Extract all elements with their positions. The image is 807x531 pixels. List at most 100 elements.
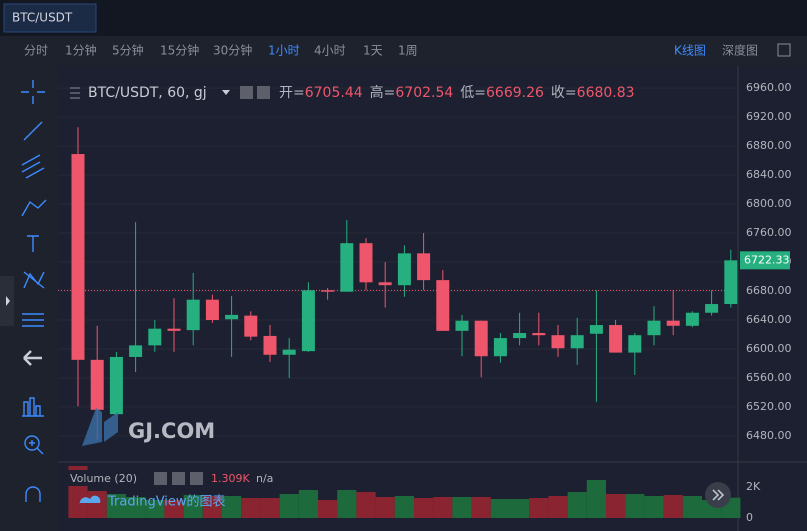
measure-icon[interactable]	[22, 397, 44, 417]
interval[interactable]: 1小时	[268, 44, 300, 58]
volume-bar	[433, 496, 453, 518]
channel-icon[interactable]	[21, 154, 45, 179]
volume-bar	[183, 494, 203, 518]
y-tick-label: 0	[746, 511, 753, 524]
interval[interactable]: 1周	[398, 44, 418, 58]
pattern-icon[interactable]	[23, 271, 45, 289]
fullscreen-icon[interactable]	[777, 43, 791, 57]
candle-body	[589, 325, 603, 334]
magnet-icon[interactable]	[25, 486, 41, 502]
ohlc-value: 6680.83	[577, 85, 635, 101]
legend-eye[interactable]	[240, 86, 253, 99]
candle-body	[282, 349, 296, 355]
crosshair-icon[interactable]	[21, 80, 45, 104]
y-tick-label: 6880.00	[746, 139, 792, 152]
y-tick-label: 6520.00	[746, 400, 792, 413]
view-tab[interactable]: K线图	[674, 44, 706, 58]
candle-body	[474, 320, 488, 357]
volume-bar	[682, 496, 702, 518]
volume-bar	[260, 498, 280, 518]
y-tick-label: 6960.00	[746, 81, 792, 94]
ohlc-label: 低=	[460, 85, 486, 101]
fib-icon[interactable]	[22, 313, 44, 327]
legend-settings[interactable]	[257, 86, 270, 99]
candle-body	[628, 335, 642, 353]
last-price-label: 6722.33	[744, 253, 790, 266]
y-tick-label: 2K	[746, 480, 761, 493]
tradingview-logo	[79, 495, 101, 505]
y-tick-label: 6800.00	[746, 197, 792, 210]
chart-pane	[58, 66, 738, 531]
candle-body	[455, 320, 469, 331]
candle-body	[666, 320, 680, 326]
view-tab[interactable]: 深度图	[722, 43, 758, 58]
volume-bar	[490, 498, 510, 518]
tool-icons	[0, 80, 47, 502]
volume-bar	[87, 490, 107, 518]
candle-body	[532, 333, 546, 336]
volume-bar	[606, 494, 626, 518]
interval[interactable]: 30分钟	[213, 43, 252, 58]
candle-body	[359, 243, 373, 283]
interval[interactable]: 4小时	[314, 44, 346, 58]
volume-last: 1.309K	[211, 472, 250, 485]
back-icon[interactable]	[23, 350, 42, 366]
y-tick-label: 6840.00	[746, 168, 792, 181]
ohlc-value: 6705.44	[305, 85, 363, 101]
y-tick-label: 6760.00	[746, 226, 792, 239]
tab-bar	[0, 0, 807, 36]
volume-extra: n/a	[256, 472, 273, 485]
credit[interactable]: TradingView的图表	[107, 494, 226, 510]
volume-legend-bg	[64, 470, 148, 486]
interval[interactable]: 1天	[363, 44, 383, 58]
legend-symbol[interactable]: BTC/USDT, 60, gj	[88, 85, 207, 101]
candle-body	[71, 154, 85, 360]
interval[interactable]: 5分钟	[112, 43, 144, 58]
volume-bar	[452, 496, 472, 518]
trendline-icon[interactable]	[23, 121, 43, 141]
volume-bar	[164, 500, 184, 518]
ohlc-label: 收=	[551, 85, 577, 101]
volume-bar	[414, 498, 434, 518]
ohlc-label: 高=	[370, 84, 396, 101]
candle-body	[244, 315, 258, 337]
candle-body	[436, 280, 450, 331]
candle-body	[493, 338, 507, 357]
brush-icon[interactable]	[21, 199, 47, 217]
volume-bar	[106, 494, 126, 518]
candle-body	[340, 243, 354, 292]
volume-bar	[356, 492, 376, 518]
volume-bar	[663, 494, 683, 518]
legend-icon	[70, 87, 80, 99]
volume-settings[interactable]	[172, 472, 185, 485]
volume-bar	[337, 490, 357, 518]
candle-body	[90, 359, 104, 410]
candle-body	[109, 356, 123, 415]
volume-bar	[586, 479, 606, 518]
volume-bar	[241, 498, 261, 518]
volume-close[interactable]	[190, 472, 203, 485]
interval[interactable]: 1分钟	[65, 43, 97, 58]
legend-caret[interactable]	[222, 90, 230, 95]
y-tick-label: 6600.00	[746, 342, 792, 355]
volume-title[interactable]: Volume (20)	[70, 472, 137, 485]
volume-bar	[298, 490, 318, 518]
candle-body	[167, 328, 181, 331]
interval[interactable]: 15分钟	[160, 43, 199, 58]
volume-bar	[529, 498, 549, 518]
watermark: GJ.COM	[128, 419, 215, 443]
zoom-icon[interactable]	[24, 435, 40, 451]
volume-bar	[644, 496, 664, 518]
tab-label[interactable]: BTC/USDT	[12, 11, 73, 25]
volume-bar	[126, 496, 146, 518]
interval[interactable]: 分时	[24, 44, 48, 58]
last-price-tag	[740, 251, 790, 270]
candle-body	[186, 299, 200, 331]
text-icon[interactable]	[27, 235, 39, 252]
price-axis	[738, 66, 807, 531]
volume-bar	[471, 496, 491, 518]
tab[interactable]	[3, 3, 97, 33]
volume-eye[interactable]	[154, 472, 167, 485]
volume-bar	[318, 500, 338, 518]
